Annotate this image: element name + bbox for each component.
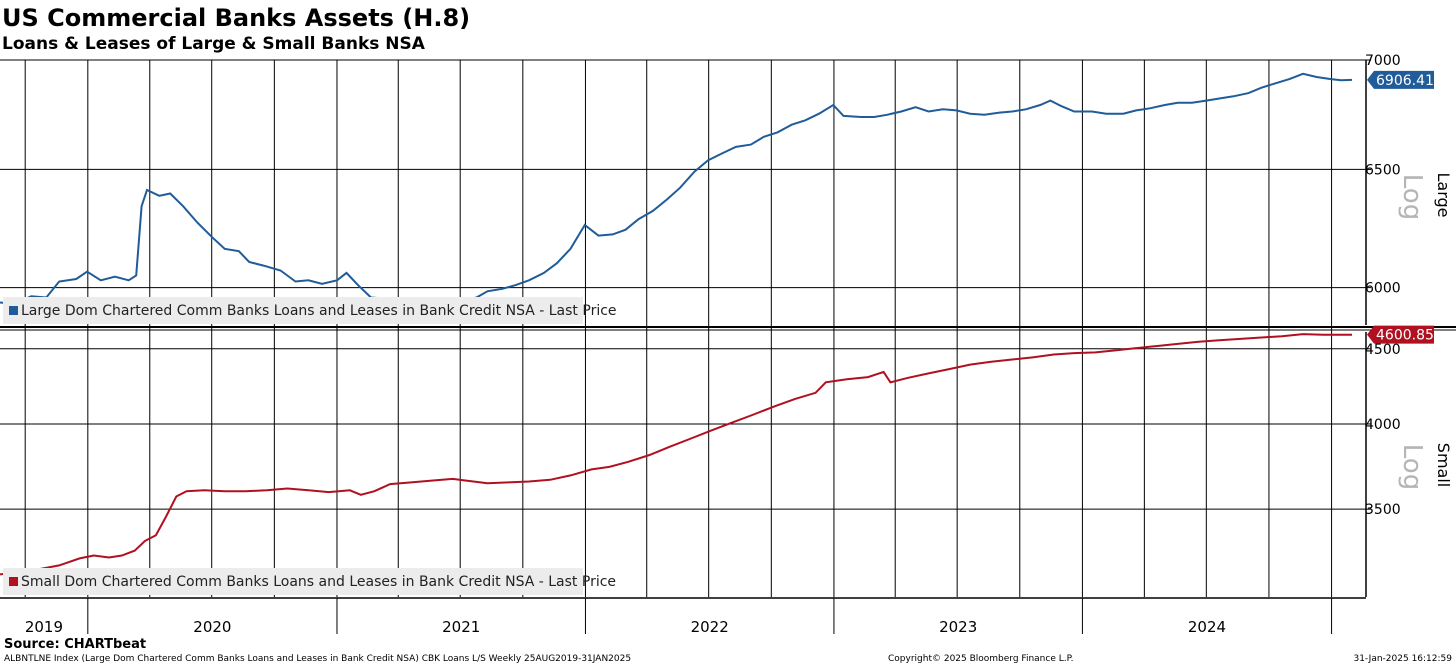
large-last-value: 6906.41 [1376, 73, 1434, 89]
x-axis-labels: 2019 2020 2021 2022 2023 2024 [25, 598, 1333, 636]
small-side-label: Small [1434, 443, 1453, 487]
large-y-ticks: 6000 6500 7000 [1365, 53, 1401, 297]
small-badge-shape [1367, 325, 1434, 344]
large-tick-label: 6500 [1365, 162, 1401, 178]
small-series-line [0, 333, 1353, 576]
x-year-label: 2020 [193, 618, 231, 636]
x-year-label: 2024 [1188, 618, 1226, 636]
small-y-ticks: 3500 4000 4500 [1365, 342, 1401, 518]
x-year-label: 2023 [939, 618, 977, 636]
small-legend: Small Dom Chartered Comm Banks Loans and… [3, 568, 616, 595]
panel-small: 3500 4000 4500 4600.85 Log Small Small Dom… [0, 325, 1453, 597]
x-year-label: 2021 [442, 618, 480, 636]
chart-subtitle: Loans & Leases of Large & Small Banks NS… [2, 34, 426, 54]
large-badge-shape [1367, 70, 1434, 89]
small-tick-label: 3500 [1365, 502, 1401, 518]
small-legend-label: Small Dom Chartered Comm Banks Loans and… [21, 574, 616, 590]
large-last-value-badge: 6906.41 [1367, 70, 1434, 89]
small-legend-bg [3, 568, 583, 595]
chart-title: US Commercial Banks Assets (H.8) [2, 4, 470, 32]
source-label: Source: CHARTbeat [4, 637, 146, 652]
large-log-label: Log [1397, 174, 1427, 220]
large-legend-label: Large Dom Chartered Comm Banks Loans and… [21, 303, 617, 319]
small-log-label: Log [1397, 444, 1427, 490]
large-series-line [0, 72, 1353, 309]
small-last-value-badge: 4600.85 [1367, 325, 1434, 344]
small-legend-swatch [9, 577, 18, 586]
panel-large: 6000 6500 7000 6906.41 Log Large Large Dom… [0, 53, 1453, 325]
large-legend: Large Dom Chartered Comm Banks Loans and… [3, 297, 617, 324]
x-year-label: 2019 [25, 618, 63, 636]
large-tick-label: 7000 [1365, 53, 1401, 69]
small-last-value: 4600.85 [1376, 328, 1434, 344]
timestamp: 31-Jan-2025 16:12:59 [1353, 654, 1452, 664]
large-tick-label: 6000 [1365, 281, 1401, 297]
x-year-label: 2022 [691, 618, 729, 636]
grid [0, 59, 1366, 597]
copyright: Copyright© 2025 Bloomberg Finance L.P. [888, 654, 1073, 664]
small-tick-label: 4500 [1365, 342, 1401, 358]
large-legend-bg [3, 297, 583, 324]
small-tick-label: 4000 [1365, 417, 1401, 433]
index-description: ALBNTLNE Index (Large Dom Chartered Comm… [4, 654, 631, 664]
large-legend-swatch [9, 306, 18, 315]
large-side-label: Large [1434, 172, 1453, 217]
